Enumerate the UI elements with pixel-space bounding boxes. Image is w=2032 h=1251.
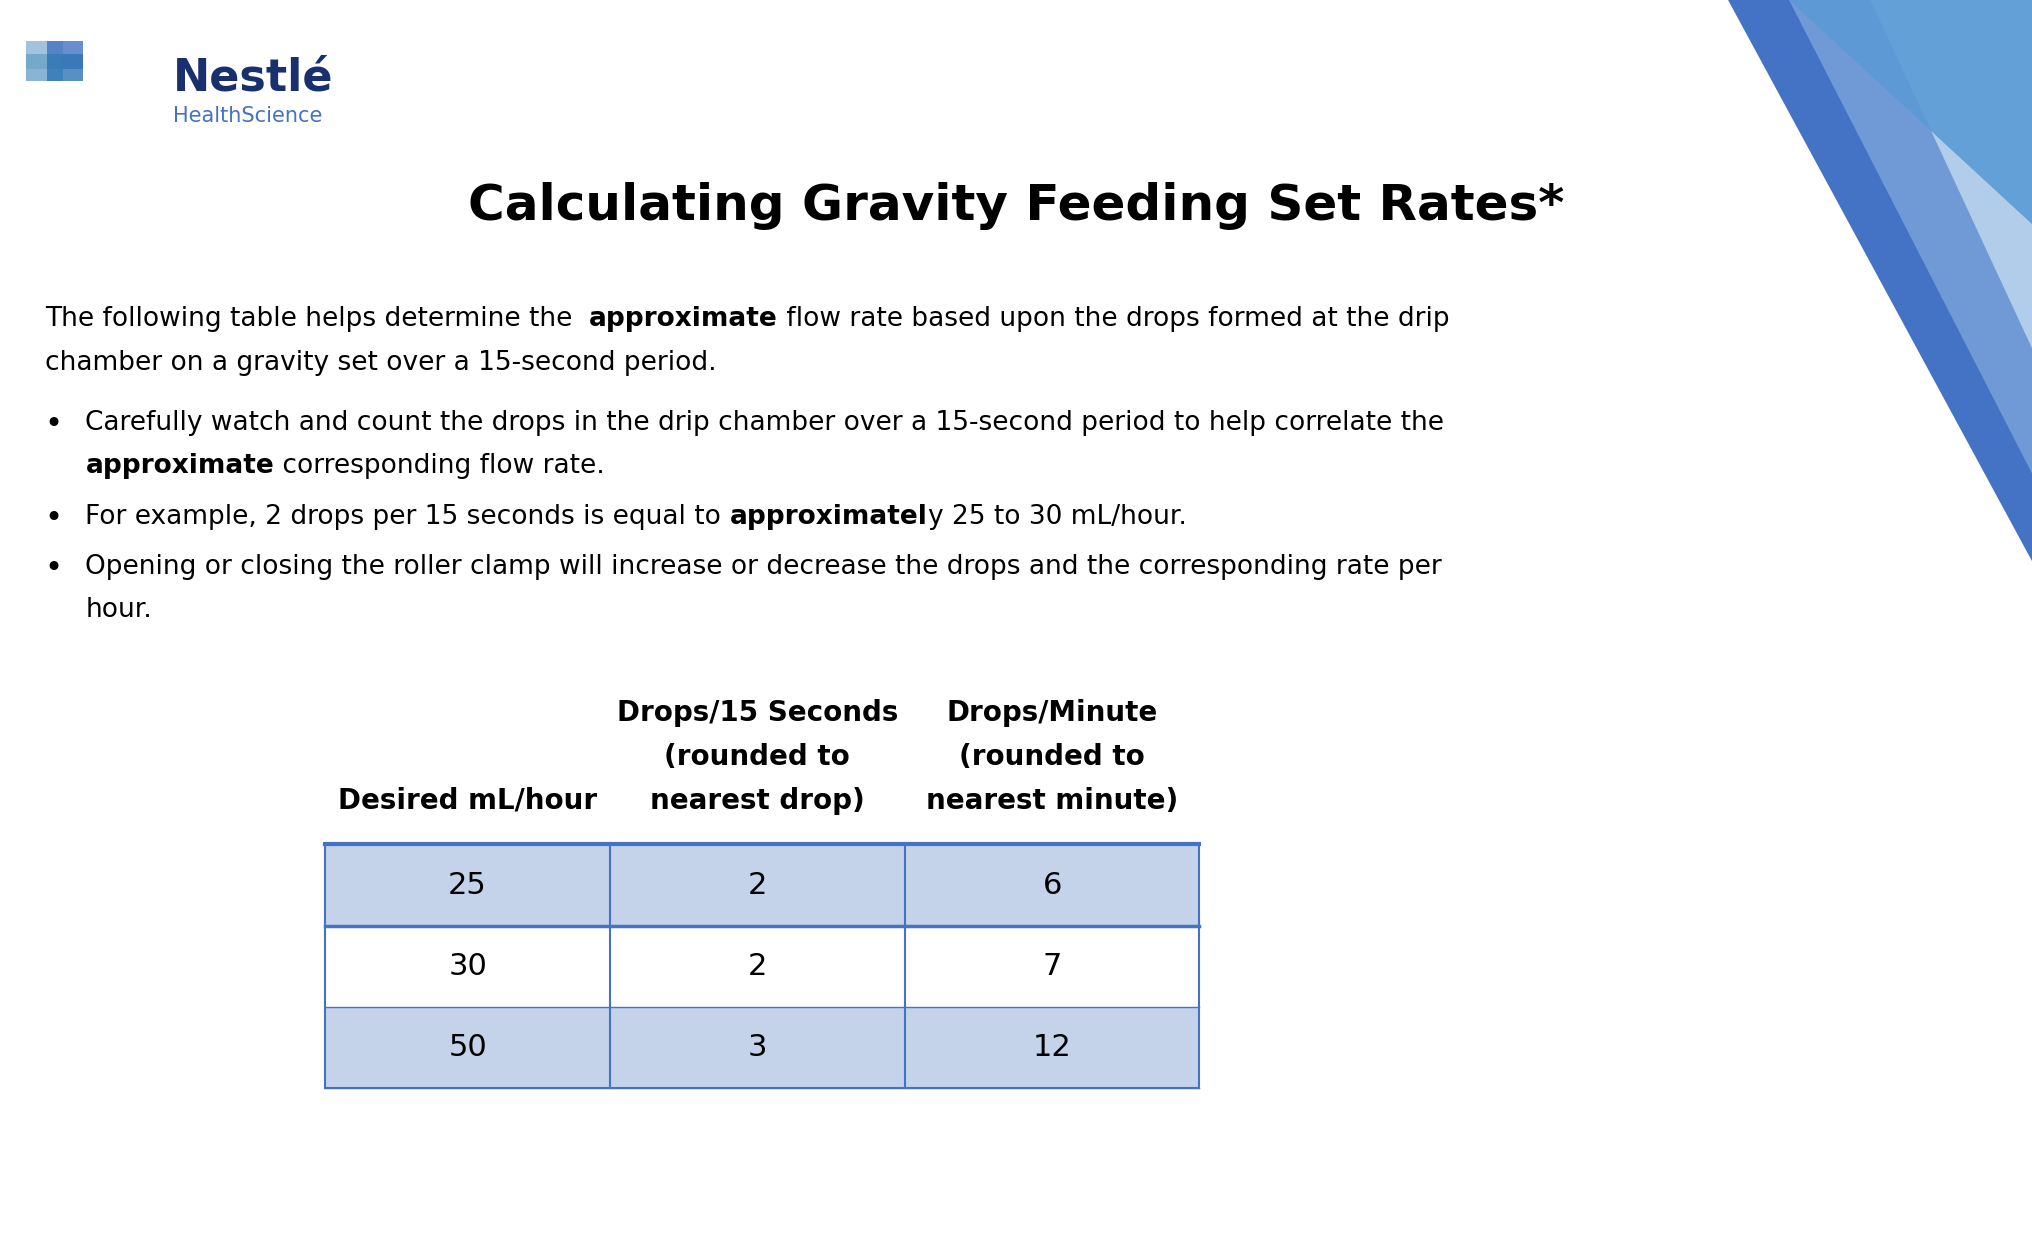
- Polygon shape: [1788, 0, 2032, 225]
- Text: 25: 25: [447, 871, 488, 899]
- Text: 3: 3: [748, 1033, 766, 1062]
- Text: Drops/15 Seconds: Drops/15 Seconds: [616, 699, 898, 727]
- Text: Drops/Minute: Drops/Minute: [947, 699, 1156, 727]
- Text: HealthScience: HealthScience: [173, 106, 321, 126]
- Text: 6: 6: [1042, 871, 1061, 899]
- Bar: [325, 844, 1199, 926]
- Text: hour.: hour.: [85, 597, 152, 623]
- Bar: [26, 54, 63, 81]
- Polygon shape: [1463, 0, 2032, 563]
- Text: 50: 50: [447, 1033, 488, 1062]
- Text: approximatel: approximatel: [729, 504, 927, 530]
- Text: 7: 7: [1042, 952, 1061, 981]
- Text: approximate: approximate: [85, 453, 274, 479]
- Text: Calculating Gravity Feeding Set Rates*: Calculating Gravity Feeding Set Rates*: [467, 183, 1565, 230]
- Bar: [47, 41, 83, 69]
- Bar: [325, 1007, 1199, 1088]
- Text: 2: 2: [748, 871, 766, 899]
- Text: 30: 30: [447, 952, 488, 981]
- Bar: [47, 54, 83, 81]
- Text: 12: 12: [1032, 1033, 1071, 1062]
- Text: y 25 to 30 mL/hour.: y 25 to 30 mL/hour.: [927, 504, 1187, 530]
- Text: (rounded to: (rounded to: [664, 743, 849, 771]
- Text: nearest drop): nearest drop): [650, 787, 864, 814]
- Text: •: •: [45, 504, 63, 533]
- Text: 2: 2: [748, 952, 766, 981]
- Text: Opening or closing the roller clamp will increase or decrease the drops and the : Opening or closing the roller clamp will…: [85, 554, 1441, 580]
- Text: approximate: approximate: [589, 306, 776, 333]
- Bar: [26, 41, 63, 69]
- Text: Nestlé: Nestlé: [173, 56, 333, 99]
- Text: corresponding flow rate.: corresponding flow rate.: [274, 453, 606, 479]
- Text: •: •: [45, 554, 63, 583]
- Text: (rounded to: (rounded to: [959, 743, 1144, 771]
- Text: chamber on a gravity set over a 15-second period.: chamber on a gravity set over a 15-secon…: [45, 350, 715, 377]
- Text: For example, 2 drops per 15 seconds is equal to: For example, 2 drops per 15 seconds is e…: [85, 504, 729, 530]
- Text: The following table helps determine the: The following table helps determine the: [45, 306, 589, 333]
- Text: •: •: [45, 410, 63, 439]
- Text: flow rate based upon the drops formed at the drip: flow rate based upon the drops formed at…: [776, 306, 1449, 333]
- Text: nearest minute): nearest minute): [925, 787, 1179, 814]
- Polygon shape: [1666, 0, 2032, 350]
- Bar: [325, 926, 1199, 1007]
- Text: Carefully watch and count the drops in the drip chamber over a 15-second period : Carefully watch and count the drops in t…: [85, 410, 1443, 437]
- Text: Desired mL/hour: Desired mL/hour: [337, 787, 597, 814]
- Polygon shape: [1585, 0, 2032, 475]
